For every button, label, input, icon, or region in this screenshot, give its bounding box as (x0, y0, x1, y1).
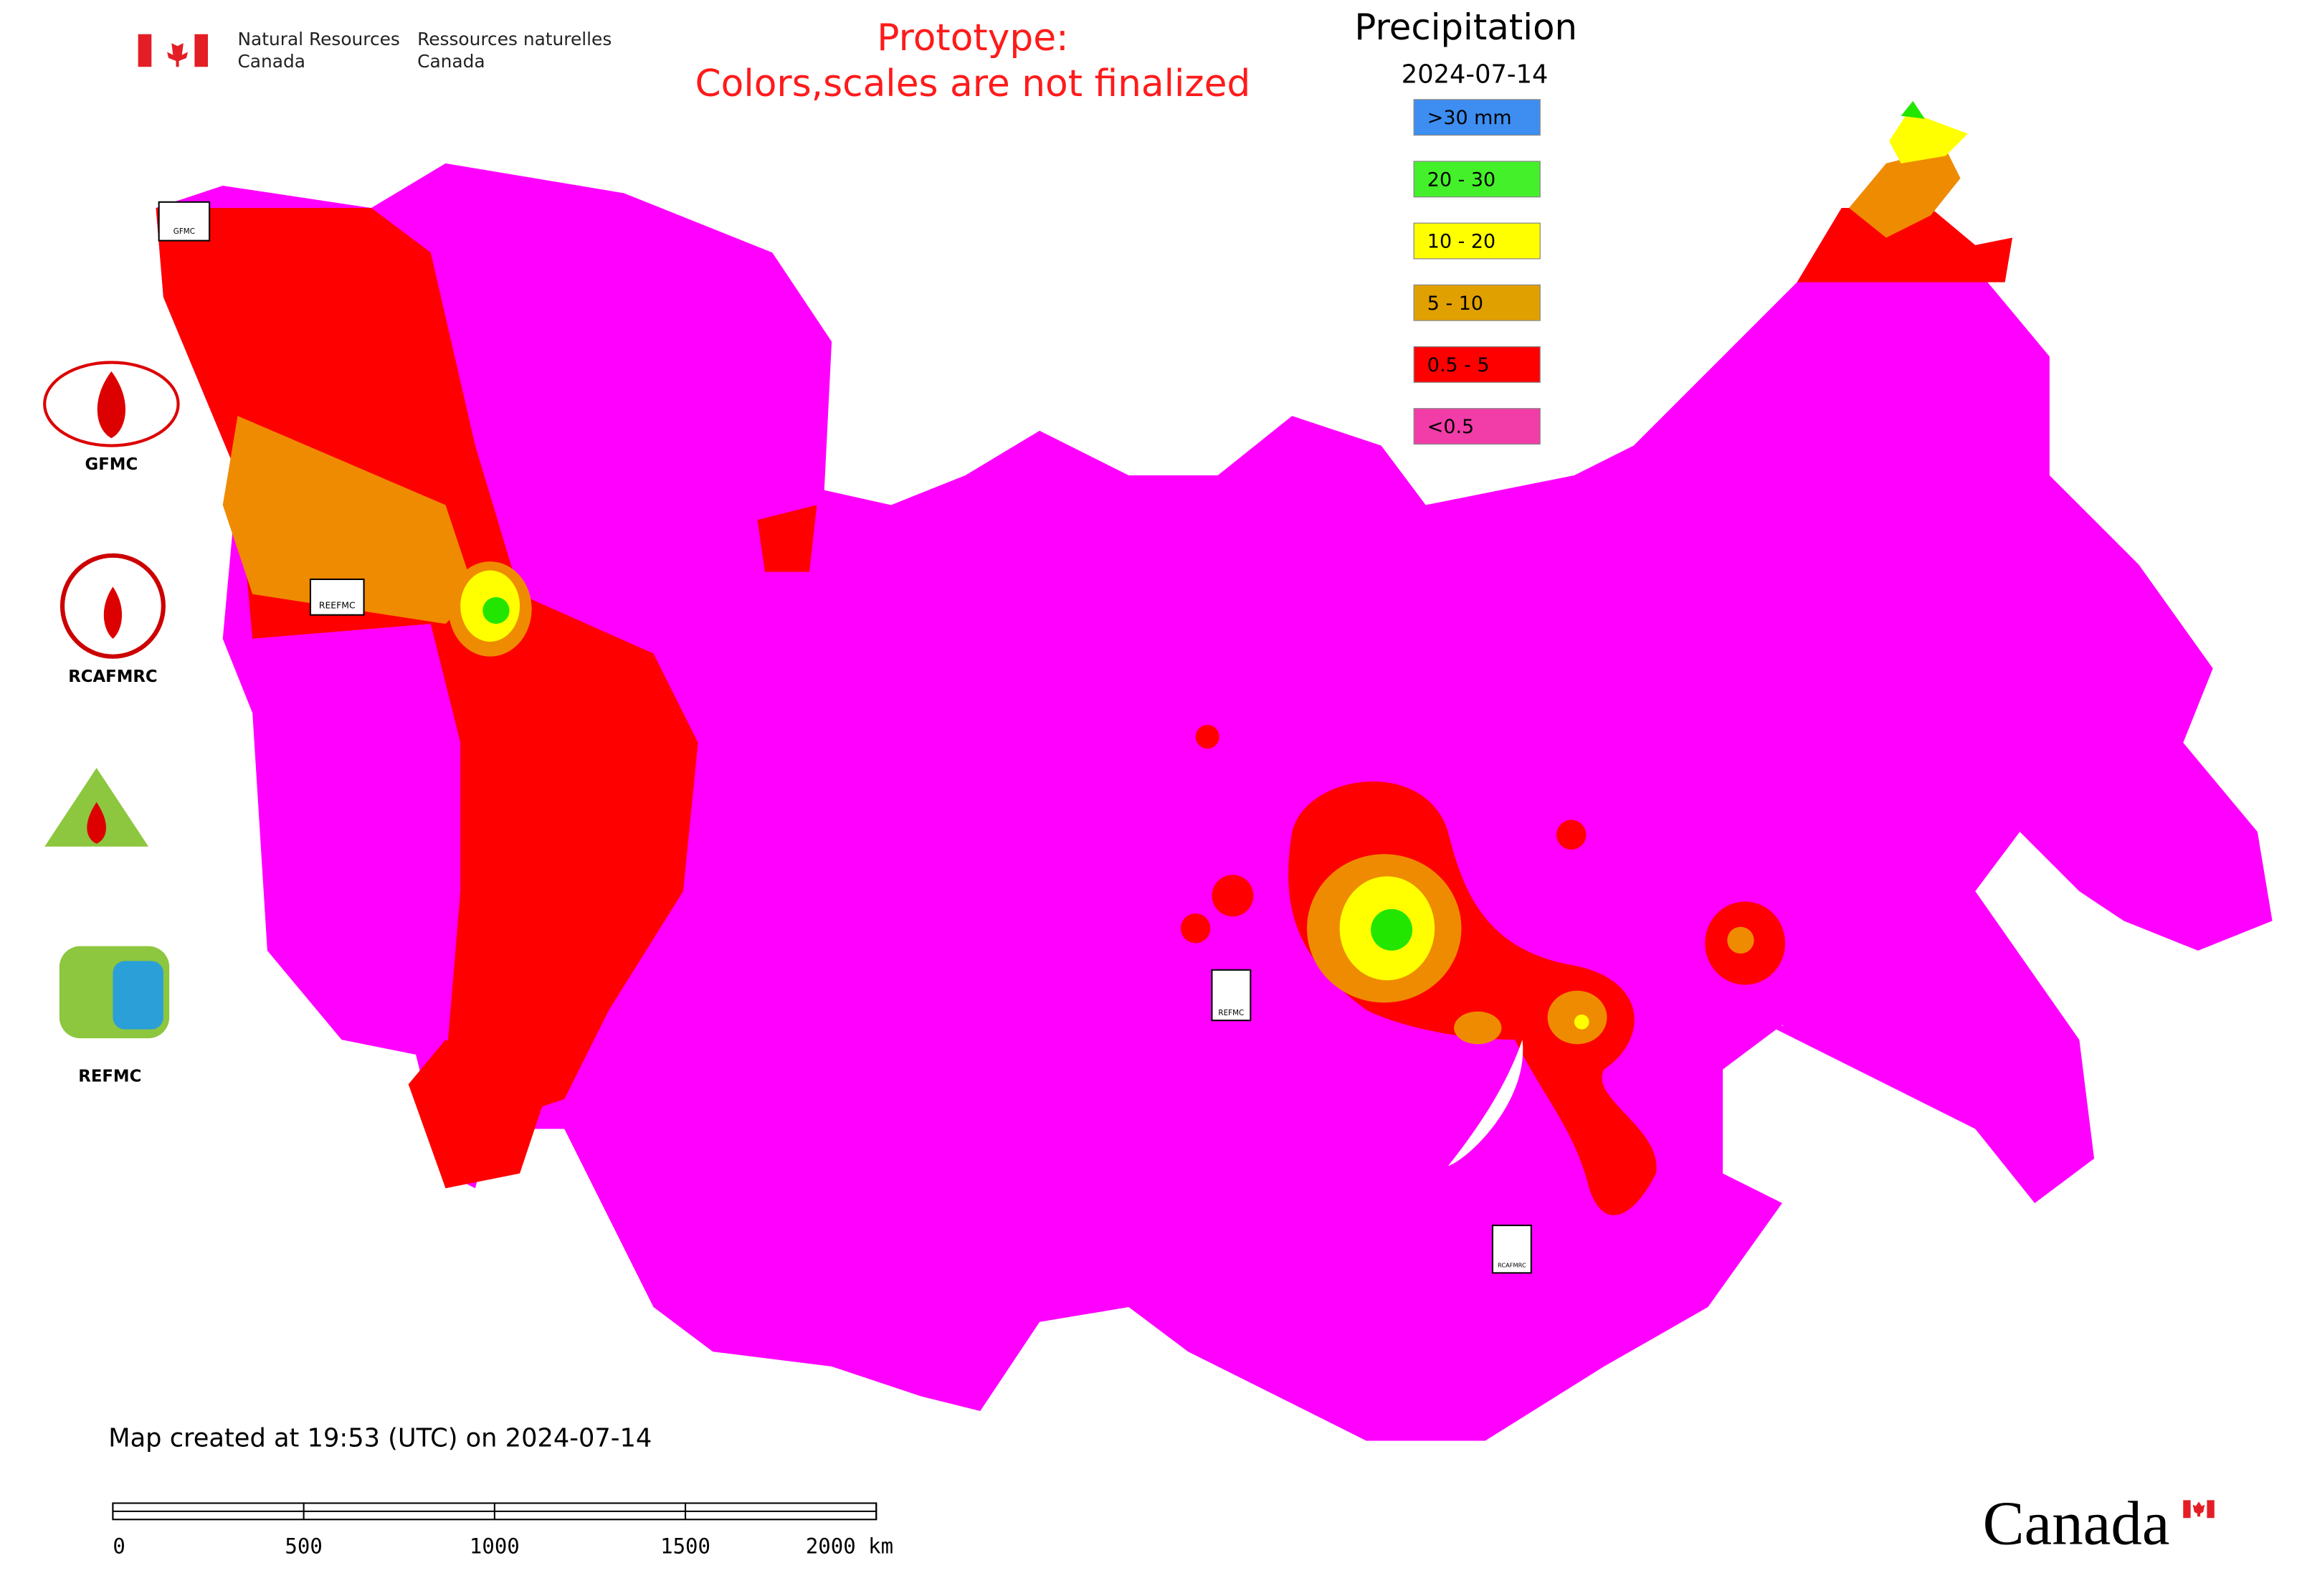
marker-label: GFMC (173, 227, 195, 236)
notice: Prototype: (877, 16, 1068, 60)
precip-orange (1454, 1011, 1502, 1045)
created-note: Map created at 19:53 (UTC) on 2024-07-14 (108, 1423, 652, 1453)
logo-refmc-inner (113, 961, 163, 1030)
notice: Colors,scales are not finalized (695, 62, 1251, 105)
land-base (156, 163, 2273, 1441)
legend-label: 5 - 10 (1427, 293, 1483, 315)
marker-box (1211, 969, 1252, 1022)
scale-bar: 0 500 1000 1500 2000 km (112, 1502, 893, 1559)
logo-label: GFMC (85, 455, 138, 474)
legend-swatch (1413, 408, 1541, 445)
legend-label: >30 mm (1427, 107, 1512, 129)
scale-label: 1000 (470, 1534, 520, 1559)
logo-flame (103, 586, 123, 639)
legend-label: 0.5 - 5 (1427, 354, 1490, 376)
side-logos: GFMC RCAFMRC REFMC (38, 361, 191, 1086)
precip-red-northeast (1797, 208, 2013, 282)
legend-title: Precipitation (1354, 6, 1577, 48)
scale-label: 0 (113, 1534, 125, 1559)
department-fr: Canada (417, 51, 485, 72)
legend-swatch (1413, 222, 1541, 260)
canada-wordmark: Canada (1983, 1488, 2215, 1558)
maple-leaf (2192, 1501, 2205, 1517)
scale-label: 2000 km (806, 1534, 893, 1559)
precip-red-west (156, 208, 698, 1129)
logo-gfmc (43, 361, 180, 447)
marker-label: REFMC (1218, 1009, 1244, 1017)
precip-orange (1727, 926, 1754, 954)
precip-red-spot (1212, 875, 1254, 917)
maple-leaf (167, 37, 189, 67)
marker-box (158, 201, 211, 242)
wordmark: Canada (1983, 1488, 2170, 1558)
scale-label: 500 (285, 1534, 322, 1559)
legend-date: 2024-07-14 (1402, 60, 1549, 90)
precip-orange (1849, 148, 1961, 238)
precip-red-spot (1180, 913, 1211, 944)
precip-red-spot (1556, 820, 1587, 850)
precip-green (1901, 100, 1925, 119)
department-en: Canada (237, 51, 305, 72)
precip-orange-west (222, 416, 475, 624)
novaya-zemlya (965, 445, 1129, 550)
legend-swatch (1413, 346, 1541, 383)
precip-yellow (1889, 111, 1968, 163)
logo-label: REFMC (78, 1067, 141, 1086)
nrcan-signature: Natural Resources Canada Ressources natu… (138, 29, 612, 72)
precip-red-caucasus (408, 1040, 550, 1189)
map-markers: GFMC REEFMC REFMC RCAFMRC (158, 201, 1532, 1274)
logo-flame (87, 802, 106, 844)
logo-flame (97, 371, 125, 439)
department-en: Natural Resources (237, 29, 399, 49)
flag-bar (2207, 1500, 2215, 1519)
precip-green (1371, 908, 1413, 951)
legend-swatch (1413, 161, 1541, 198)
legend-swatch (1413, 99, 1541, 136)
precip-red-spot (1195, 724, 1219, 749)
legend: >30 mm 20 - 30 10 - 20 5 - 10 0.5 - 5 <0.5 (1413, 99, 1541, 445)
lake-baikal (1447, 1040, 1523, 1167)
marker-label: REEFMC (319, 600, 356, 611)
marker-label: RCAFMRC (1498, 1262, 1526, 1269)
map-area (156, 100, 2273, 1441)
precip-green (482, 597, 510, 624)
logo-label: RCAFMRC (68, 668, 157, 686)
precip-red-spot (757, 505, 817, 572)
flag-bar (138, 34, 152, 67)
logo-reefmc-band (38, 846, 191, 865)
marker-box (309, 578, 365, 616)
flag-bar (194, 34, 209, 67)
flag-bar (2183, 1500, 2191, 1519)
precip-yellow (1574, 1014, 1589, 1030)
legend-label: <0.5 (1427, 416, 1474, 438)
legend-label: 20 - 30 (1427, 168, 1495, 191)
scale-label: 1500 (660, 1534, 710, 1559)
sakhalin-region (1767, 1025, 2094, 1204)
legend-label: 10 - 20 (1427, 231, 1495, 253)
department-fr: Ressources naturelles (417, 29, 612, 49)
marker-box (1491, 1225, 1532, 1274)
legend-swatch (1413, 284, 1541, 321)
